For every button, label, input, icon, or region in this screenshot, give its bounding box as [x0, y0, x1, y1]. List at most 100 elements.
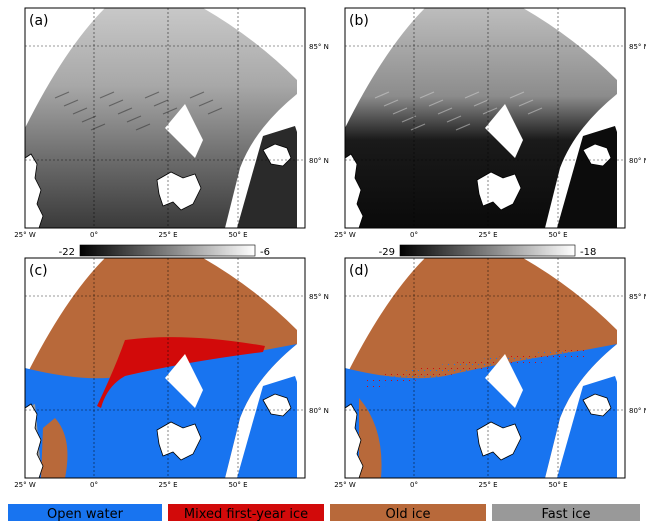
legend-swatch: [8, 504, 162, 521]
map-border: [24, 7, 306, 229]
ice-texture-streak: [419, 91, 435, 99]
longitude-tick-label: 0°: [410, 231, 418, 239]
sar-backscatter-swath: [345, 8, 617, 228]
legend: Open water Mixed first-year ice Old ice Fas…: [8, 504, 640, 521]
legend-swatch: [492, 504, 640, 521]
no-data-gap: [165, 104, 203, 158]
legend-label: Old ice: [386, 507, 431, 521]
legend-item-old-ice: Old ice: [330, 504, 486, 521]
legend-item-open-water: Open water: [8, 504, 162, 521]
colorbar-max-label: -18: [580, 247, 596, 258]
open-water-region: [345, 344, 617, 478]
longitude-tick-label: 25° W: [14, 481, 36, 489]
longitude-tick-label: 50° E: [228, 481, 247, 489]
ice-texture-streak: [99, 91, 115, 99]
ice-texture-streak: [446, 115, 462, 123]
ice-texture-streak: [437, 107, 453, 115]
ice-texture-streak: [207, 107, 223, 115]
longitude-tick-label: 25° E: [478, 481, 497, 489]
colorbar-min-label: -22: [59, 247, 75, 258]
legend-swatch: [330, 504, 486, 521]
ice-texture-streak: [144, 91, 160, 99]
panel-label: (b): [349, 13, 369, 29]
mixed-first-year-ice-region: [97, 337, 265, 408]
no-data-gap: [485, 104, 523, 158]
latitude-tick-label: 80° N: [309, 157, 329, 165]
no-data-gap: [165, 354, 203, 408]
colorbar-max-label: -6: [260, 247, 270, 258]
longitude-tick-label: 50° E: [548, 481, 567, 489]
old-ice-coastal: [41, 418, 68, 478]
longitude-tick-label: 0°: [90, 231, 98, 239]
panel-label: (c): [29, 263, 48, 279]
ice-texture-streak: [108, 99, 124, 107]
ice-texture-streak: [392, 107, 408, 115]
map-panel-d: (d) 25° W 0° 25° E 50° E 85° N 80° N: [334, 257, 646, 489]
ice-texture-streak: [383, 99, 399, 107]
ice-texture-streak: [509, 91, 525, 99]
map-border: [24, 257, 306, 479]
ice-texture-streak: [482, 107, 498, 115]
ice-texture-streak: [54, 91, 70, 99]
latitude-tick-label: 85° N: [629, 293, 646, 301]
map-border: [344, 257, 626, 479]
open-water-region: [25, 344, 297, 478]
longitude-tick-label: 25° E: [158, 481, 177, 489]
latitude-tick-label: 80° N: [629, 407, 646, 415]
panel-label: (d): [349, 263, 369, 279]
ice-texture-streak: [518, 99, 534, 107]
old-ice-coastal: [359, 398, 382, 478]
ice-texture-streak: [126, 115, 142, 123]
franz-josef-land-coast: [262, 393, 292, 417]
ice-texture-streak: [72, 107, 88, 115]
legend-item-mixed-first-year-ice: Mixed first-year ice: [168, 504, 324, 521]
ice-texture-streak: [117, 107, 133, 115]
ice-texture-streak: [464, 91, 480, 99]
colorbar-a: -22 -6: [59, 244, 270, 258]
longitude-tick-label: 25° E: [158, 231, 177, 239]
colorbar-b: -29 -18: [379, 244, 596, 258]
colorbar-gradient: [399, 244, 576, 257]
ice-texture-streak: [410, 123, 426, 131]
longitude-tick-label: 0°: [90, 481, 98, 489]
legend-swatch: [168, 504, 324, 521]
map-panel-c: (c) 25° W 0° 25° E 50° E 85° N 80° N: [14, 257, 329, 489]
legend-item-fast-ice: Fast ice: [492, 504, 640, 521]
longitude-tick-label: 50° E: [548, 231, 567, 239]
longitude-tick-label: 25° W: [334, 481, 356, 489]
ice-texture-streak: [63, 99, 79, 107]
colorbar-min-label: -29: [379, 247, 395, 258]
franz-josef-land-coast: [262, 143, 292, 167]
ice-texture-streak: [198, 99, 214, 107]
longitude-tick-label: 25° W: [334, 231, 356, 239]
longitude-tick-label: 0°: [410, 481, 418, 489]
ice-texture-streak: [135, 123, 151, 131]
ice-texture-streak: [374, 91, 390, 99]
map-border: [344, 7, 626, 229]
colorbar-gradient: [79, 244, 256, 257]
franz-josef-land-coast: [582, 143, 612, 167]
ice-texture-streak: [189, 91, 205, 99]
ice-texture-streak: [428, 99, 444, 107]
ice-texture-streak: [153, 99, 169, 107]
longitude-tick-label: 25° W: [14, 231, 36, 239]
franz-josef-land-coast: [582, 393, 612, 417]
ice-texture-streak: [473, 99, 489, 107]
legend-label: Open water: [47, 507, 124, 521]
ice-texture-streak: [527, 107, 543, 115]
sar-backscatter-swath: [25, 8, 297, 228]
map-panel-a: (a) 25° W 0° 25° E 50° E 85° N 80° N -22 -6: [14, 7, 329, 258]
panel-label: (a): [29, 13, 49, 29]
latitude-tick-label: 80° N: [309, 407, 329, 415]
latitude-tick-label: 85° N: [309, 293, 329, 301]
latitude-tick-label: 85° N: [309, 43, 329, 51]
longitude-tick-label: 50° E: [228, 231, 247, 239]
map-panel-b: (b) 25° W 0° 25° E 50° E 85° N 80° N -29 -18: [334, 7, 646, 258]
latitude-tick-label: 80° N: [629, 157, 646, 165]
mixed-ice-speckle: [365, 348, 585, 390]
legend-label: Fast ice: [541, 507, 590, 521]
latitude-tick-label: 85° N: [629, 43, 646, 51]
ice-texture-streak: [401, 115, 417, 123]
ice-texture-streak: [162, 107, 178, 115]
